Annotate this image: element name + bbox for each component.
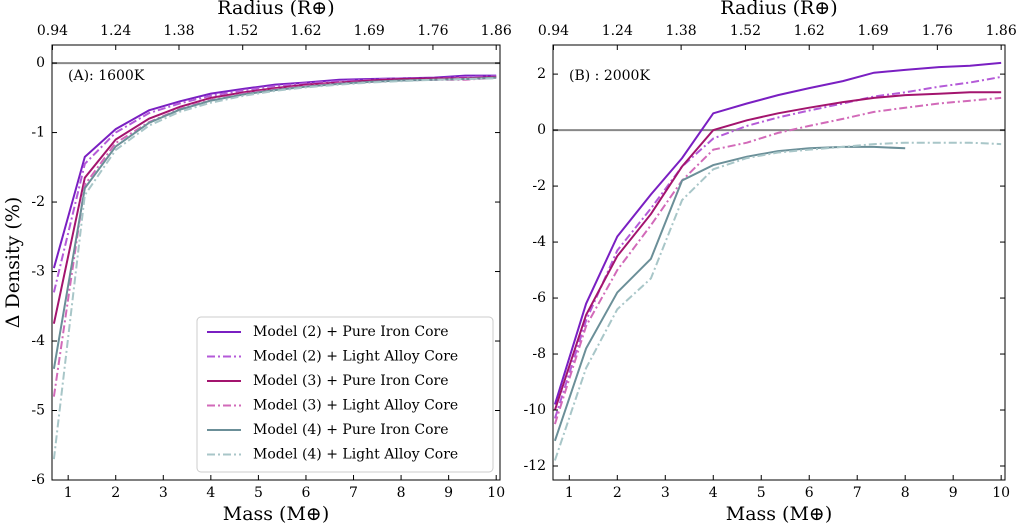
x2-tick-label: 1.62	[794, 23, 825, 39]
x2-axis-label: Radius (R⊕)	[217, 0, 334, 19]
legend-box	[196, 316, 494, 473]
x2-tick-label: 0.94	[37, 23, 68, 39]
x2-tick-label: 1.24	[100, 23, 131, 39]
x-tick-label: 8	[901, 485, 910, 501]
y-tick-label: -2	[532, 178, 546, 194]
y-tick-label: -5	[31, 403, 45, 419]
x-tick-label: 1	[565, 485, 574, 501]
plot-area	[52, 62, 500, 460]
series-line	[52, 75, 497, 324]
plot-frame	[51, 44, 501, 481]
y-tick-label: 0	[36, 55, 45, 71]
y-tick-label: -8	[532, 346, 546, 362]
x-tick-label: 6	[302, 485, 311, 501]
y-tick-label: -6	[31, 472, 45, 488]
series-line	[52, 75, 497, 293]
x-tick-label: 6	[805, 485, 814, 501]
y-tick-label: 2	[537, 66, 546, 82]
x2-tick-label: 1.38	[666, 23, 697, 39]
x2-tick-label: 1.38	[163, 23, 194, 39]
plot-area	[553, 61, 1005, 461]
y-tick-label: -1	[31, 125, 45, 141]
panel-annotation: (A): 1600K	[68, 68, 145, 84]
x2-tick-label: 1.76	[417, 23, 448, 39]
y-tick-label: -4	[532, 234, 546, 250]
series-line	[553, 145, 906, 442]
x-tick-label: 2	[613, 485, 622, 501]
x-tick-label: 3	[661, 485, 670, 501]
x2-tick-label: 0.94	[538, 23, 569, 39]
x-tick-label: 4	[709, 485, 718, 501]
x-tick-label: 9	[444, 485, 453, 501]
y-tick-label: -3	[31, 264, 45, 280]
panel-annotation: (B) : 2000K	[569, 68, 650, 84]
x-tick-label: 5	[757, 485, 766, 501]
x-tick-label: 10	[487, 485, 505, 501]
legend-label: Model (4) + Light Alloy Core	[253, 447, 458, 463]
series-line	[553, 141, 1002, 461]
x-tick-label: 3	[159, 485, 168, 501]
x-tick-label: 10	[992, 485, 1010, 501]
series-line	[52, 74, 497, 269]
x2-tick-label: 1.52	[730, 23, 761, 39]
x2-tick-label: 1.69	[354, 23, 385, 39]
x-tick-label: 4	[206, 485, 215, 501]
x2-axis-label: Radius (R⊕)	[720, 0, 837, 19]
x2-tick-label: 1.52	[227, 23, 258, 39]
legend-label: Model (3) + Light Alloy Core	[253, 398, 458, 414]
x2-tick-label: 1.62	[290, 23, 321, 39]
legend-label: Model (3) + Pure Iron Core	[253, 373, 449, 389]
series-line	[553, 91, 1002, 411]
y-tick-label: 0	[537, 122, 546, 138]
x2-tick-label: 1.86	[481, 23, 512, 39]
x2-tick-label: 1.76	[922, 23, 953, 39]
x-tick-label: 7	[853, 485, 862, 501]
legend-label: Model (4) + Pure Iron Core	[253, 422, 449, 438]
plot-frame	[552, 44, 1006, 481]
x2-tick-label: 1.86	[986, 23, 1017, 39]
x-axis-label: Mass (M⊕)	[223, 503, 330, 525]
legend-label: Model (2) + Light Alloy Core	[253, 349, 458, 365]
x-tick-label: 5	[254, 485, 263, 501]
y-tick-label: -6	[532, 290, 546, 306]
series-line	[553, 75, 1002, 419]
x-tick-label: 8	[397, 485, 406, 501]
y-tick-label: -12	[523, 458, 546, 474]
x-tick-label: 9	[949, 485, 958, 501]
series-line	[52, 77, 497, 460]
y-tick-label: -2	[31, 194, 45, 210]
x-axis-label: Mass (M⊕)	[726, 503, 833, 525]
x-tick-label: 7	[349, 485, 358, 501]
x-tick-label: 1	[64, 485, 73, 501]
x2-tick-label: 1.69	[857, 23, 888, 39]
x2-tick-label: 1.24	[602, 23, 633, 39]
series-line	[553, 61, 1002, 405]
y-axis-label: Δ Density (%)	[2, 197, 24, 329]
legend-label: Model (2) + Pure Iron Core	[253, 324, 449, 340]
x-tick-label: 2	[111, 485, 120, 501]
y-tick-label: -10	[523, 402, 546, 418]
y-tick-label: -4	[31, 333, 45, 349]
series-line	[553, 96, 1002, 425]
